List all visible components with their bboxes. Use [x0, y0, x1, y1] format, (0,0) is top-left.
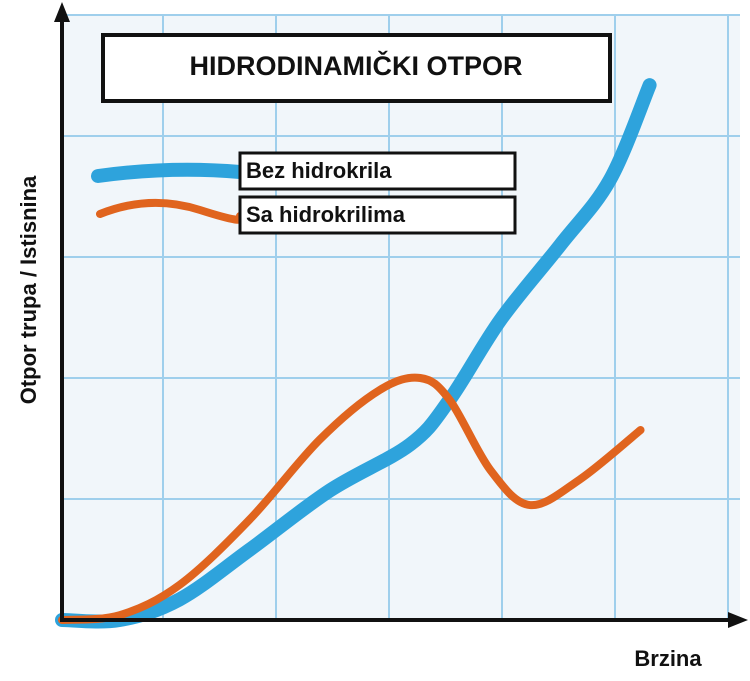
plot-background [62, 15, 740, 620]
y-axis-label: Otpor trupa / Istisnina [16, 175, 41, 404]
legend-box [238, 195, 517, 235]
title-box [101, 33, 612, 103]
data-line [55, 78, 657, 629]
x-axis-arrow [728, 612, 748, 628]
legend-label: Sa hidrokrilima [246, 202, 406, 227]
data-line [58, 373, 645, 624]
chart-title: HIDRODINAMIČKI OTPOR [190, 50, 523, 81]
legend-swatch [91, 162, 247, 183]
legend-box [238, 151, 517, 191]
legend-label: Bez hidrokrila [246, 158, 392, 183]
x-axis-label: Brzina [634, 646, 702, 671]
y-axis-arrow [54, 2, 70, 22]
